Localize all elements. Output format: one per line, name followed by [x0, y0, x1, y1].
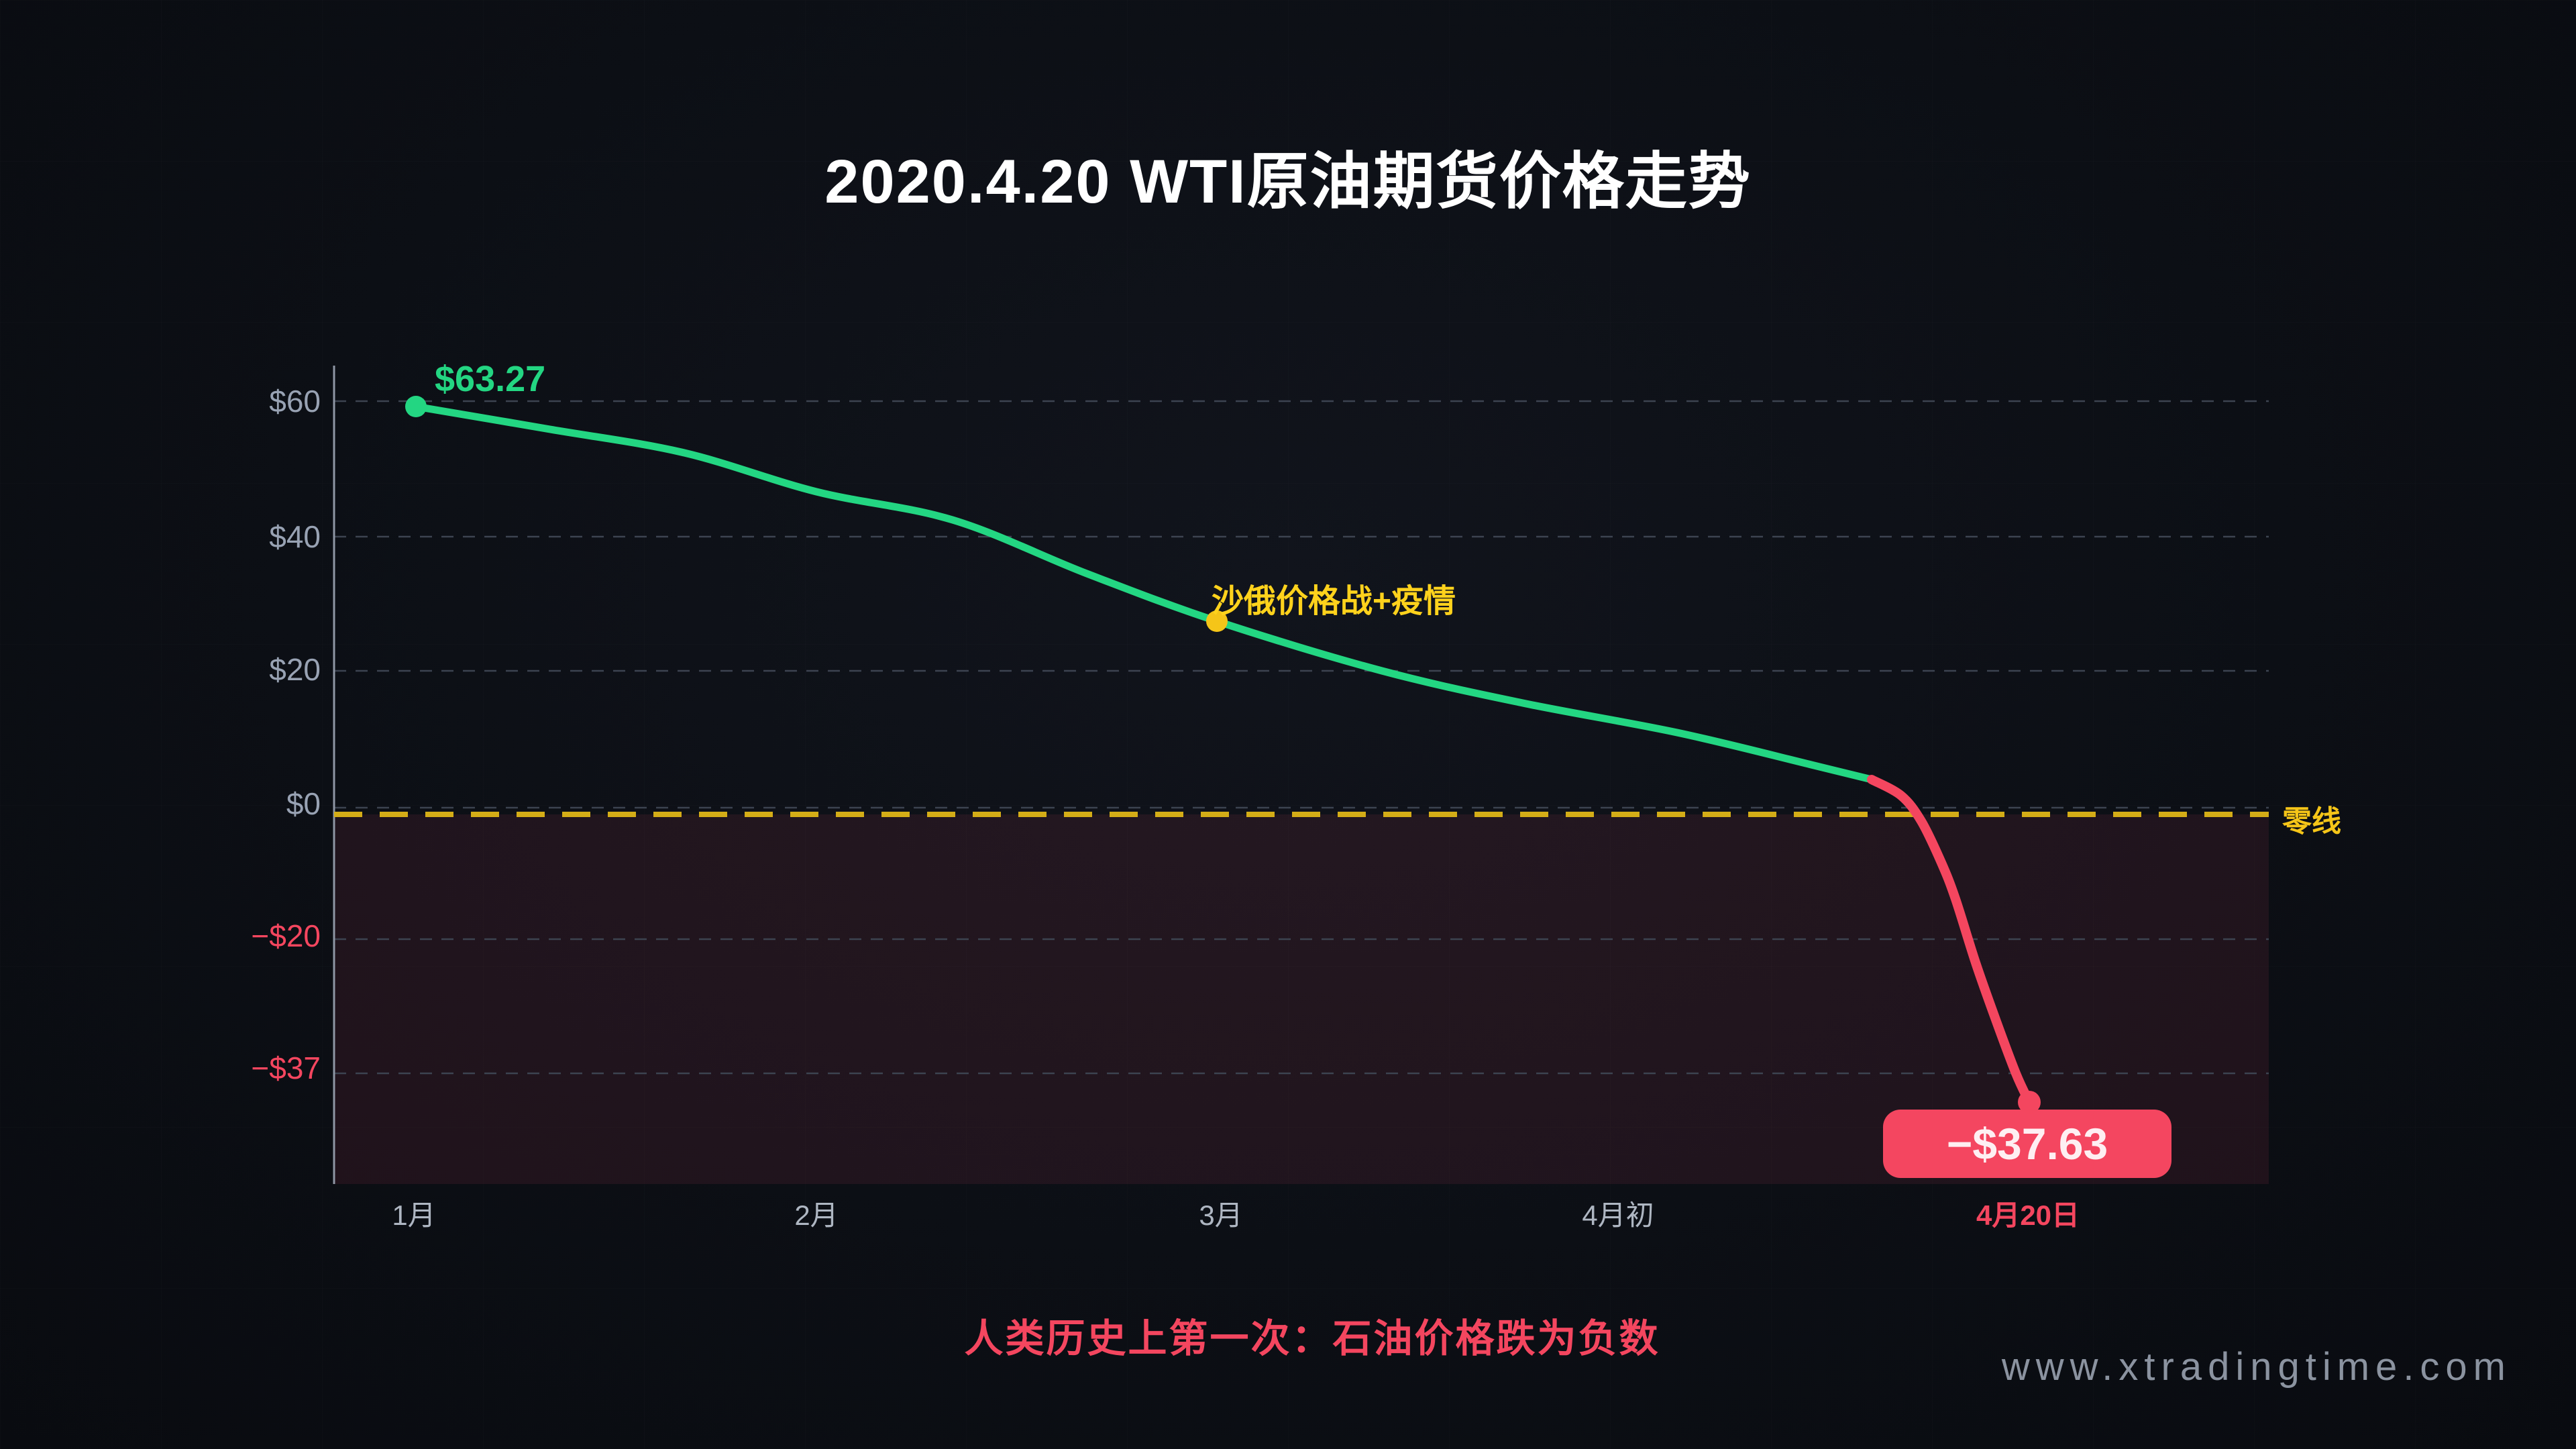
- x-tick-label-early-apr: 4月初: [1582, 1199, 1654, 1231]
- x-tick-label-apr20: 4月20日: [1976, 1199, 2080, 1231]
- y-tick-label-60: $60: [269, 384, 321, 419]
- y-tick-label-40: $40: [269, 519, 321, 554]
- y-tick-label-neg20: −$20: [251, 918, 321, 953]
- y-tick-label-0: $0: [286, 786, 321, 821]
- end-price-badge: −$37.63: [1883, 1110, 2171, 1178]
- zero-line-label: 零线: [2282, 805, 2341, 838]
- price-line-positive: [412, 402, 1876, 784]
- page-title: 2020.4.20 WTI原油期货价格走势: [824, 148, 1752, 216]
- y-tick-label-neg37: −$37: [251, 1051, 321, 1085]
- start-point-dot: [405, 396, 427, 417]
- x-tick-label-mar: 3月: [1199, 1199, 1243, 1231]
- end-price-badge-label: −$37.63: [1946, 1119, 2108, 1169]
- caption: 人类历史上第一次：石油价格跌为负数: [964, 1317, 1660, 1360]
- march-event-annotation: 沙俄价格战+疫情: [1211, 584, 1456, 619]
- start-price-label: $63.27: [435, 359, 546, 399]
- price-line-plunge: [1867, 775, 2034, 1107]
- x-tick-label-jan: 1月: [392, 1199, 436, 1231]
- y-tick-label-20: $20: [269, 652, 321, 687]
- x-tick-label-feb: 2月: [794, 1199, 839, 1231]
- watermark: www.xtradingtime.com: [2001, 1345, 2512, 1389]
